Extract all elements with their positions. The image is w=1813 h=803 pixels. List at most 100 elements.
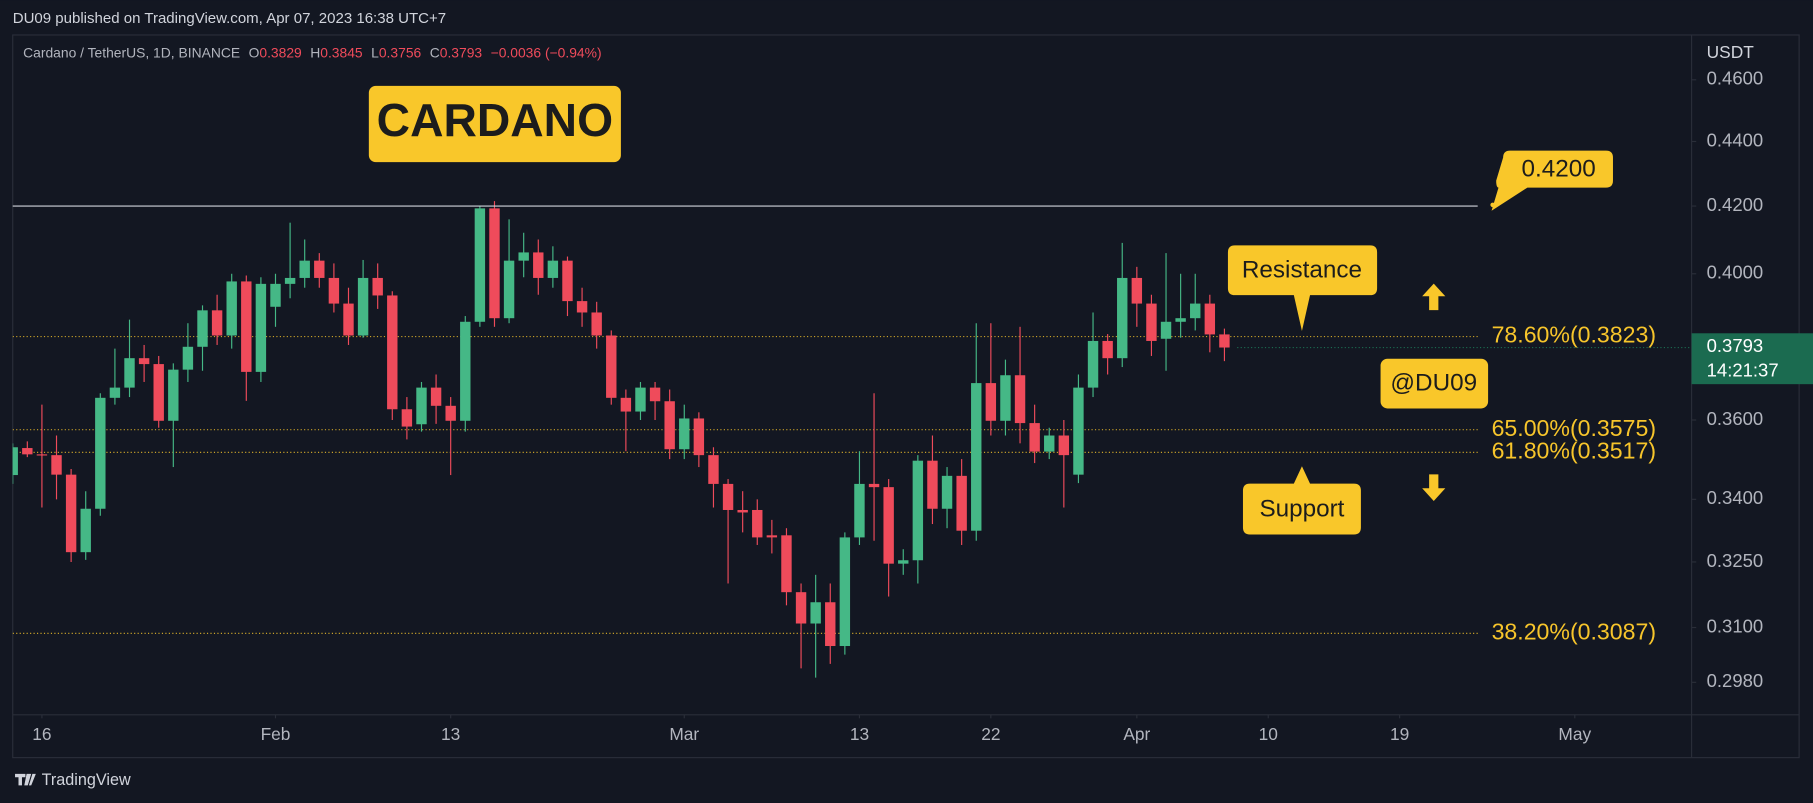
candle-body — [766, 535, 778, 538]
candle-body — [314, 260, 325, 278]
candle-body — [679, 418, 690, 450]
candle-body — [1146, 303, 1157, 341]
candle-body — [168, 369, 179, 421]
candle-body — [810, 602, 821, 624]
plot-area — [12, 201, 1692, 678]
candle-body — [1102, 340, 1113, 359]
candle-body — [416, 387, 427, 425]
candle-body — [1014, 375, 1026, 424]
candle-body — [1117, 277, 1128, 359]
x-tick-label: 16 — [32, 724, 51, 744]
candle-body — [1000, 375, 1011, 421]
candle-body — [825, 602, 836, 647]
chart-frame — [12, 34, 1800, 759]
candle-body — [255, 283, 267, 372]
fib-label: 61.80%(0.3517) — [1492, 437, 1656, 463]
candle-body — [898, 560, 909, 564]
logo — [15, 773, 36, 786]
resistance-text: Resistance — [1242, 256, 1362, 283]
candle-body — [372, 277, 383, 296]
footer-brand: TradingView — [42, 771, 131, 789]
candle-body — [489, 208, 500, 319]
candle-body — [547, 260, 559, 278]
candle-body — [1029, 423, 1040, 452]
resistance-callout — [1227, 245, 1378, 331]
candle-body — [182, 346, 194, 370]
candle-body — [1058, 435, 1070, 456]
candle-body — [854, 483, 865, 538]
candle-body — [620, 397, 632, 412]
x-tick-label: Mar — [669, 724, 699, 744]
legend-value: 0.3845 — [320, 44, 363, 60]
candle-body — [460, 321, 471, 421]
candle-body — [430, 387, 442, 406]
legend-key: O — [249, 44, 260, 60]
x-tick-label: Feb — [261, 724, 291, 744]
candle-body — [138, 358, 150, 365]
x-tick-label: 19 — [1390, 724, 1409, 744]
badge-box — [368, 85, 621, 163]
candle-body — [36, 454, 48, 456]
candle-body — [241, 281, 252, 372]
symbol: Cardano / TetherUS, 1D, BINANCE — [23, 44, 240, 60]
candle-body — [562, 260, 573, 302]
author-box — [1380, 358, 1489, 409]
y-tick-label: 0.3600 — [1707, 408, 1764, 429]
y-tick-label: 0.3400 — [1707, 487, 1764, 508]
price-tag-value: 0.3793 — [1707, 335, 1764, 356]
candle-body — [693, 418, 705, 456]
arrow-up — [1422, 283, 1446, 311]
badge-text: CARDANO — [377, 94, 613, 146]
legend: Cardano / TetherUS, 1D, BINANCE O0.3829 … — [23, 44, 601, 60]
candle-body — [1204, 303, 1216, 335]
candle-body — [12, 447, 18, 476]
publish-header: DU09 published on TradingView.com, Apr 0… — [13, 10, 446, 27]
candle-body — [518, 252, 529, 261]
candle-body — [80, 508, 91, 553]
candle-body — [606, 335, 617, 398]
candle-body — [401, 409, 413, 427]
candle-body — [1175, 318, 1186, 322]
candle-body — [971, 383, 982, 531]
x-tick-label: 10 — [1259, 724, 1278, 744]
legend-value: 0.3756 — [379, 44, 422, 60]
price-tag-countdown: 14:21:37 — [1707, 359, 1779, 380]
fib-label: 38.20%(0.3087) — [1492, 618, 1656, 644]
candle-body — [1044, 435, 1055, 452]
candle-body — [664, 401, 675, 450]
candle-body — [1087, 340, 1099, 388]
fib-label: 65.00%(0.3575) — [1492, 415, 1656, 441]
legend-change: −0.0036 (−0.94%) — [491, 44, 602, 60]
price-unit: USDT — [1707, 42, 1755, 62]
candle-body — [1160, 321, 1172, 339]
candle-body — [722, 483, 734, 510]
candle-body — [752, 509, 763, 538]
candle-body — [649, 387, 661, 402]
candle-body — [1190, 303, 1201, 319]
resistance-anchor — [1490, 202, 1496, 208]
candle-body — [635, 387, 646, 412]
y-tick-label: 0.2980 — [1707, 670, 1764, 691]
price-tag — [1691, 333, 1813, 385]
legend-value: 0.3793 — [440, 44, 483, 60]
fib-label: 78.60%(0.3823) — [1492, 322, 1656, 348]
candle-body — [737, 509, 748, 513]
y-tick-label: 0.3250 — [1707, 550, 1764, 571]
candle-body — [299, 260, 310, 278]
x-tick-label: 13 — [850, 724, 869, 744]
candle-body — [839, 537, 851, 647]
candle-body — [284, 277, 296, 284]
candle-body — [591, 312, 602, 336]
candle-body — [868, 483, 880, 488]
candle-body — [1131, 277, 1143, 304]
candle-body — [927, 460, 938, 509]
y-tick-label: 0.4000 — [1707, 262, 1764, 283]
y-tick-label: 0.4600 — [1707, 68, 1764, 89]
x-tick-label: Apr — [1123, 724, 1150, 744]
legend-key: H — [310, 44, 320, 60]
y-tick-label: 0.4200 — [1707, 194, 1764, 215]
candle-body — [226, 281, 237, 336]
candle-body — [795, 592, 807, 624]
